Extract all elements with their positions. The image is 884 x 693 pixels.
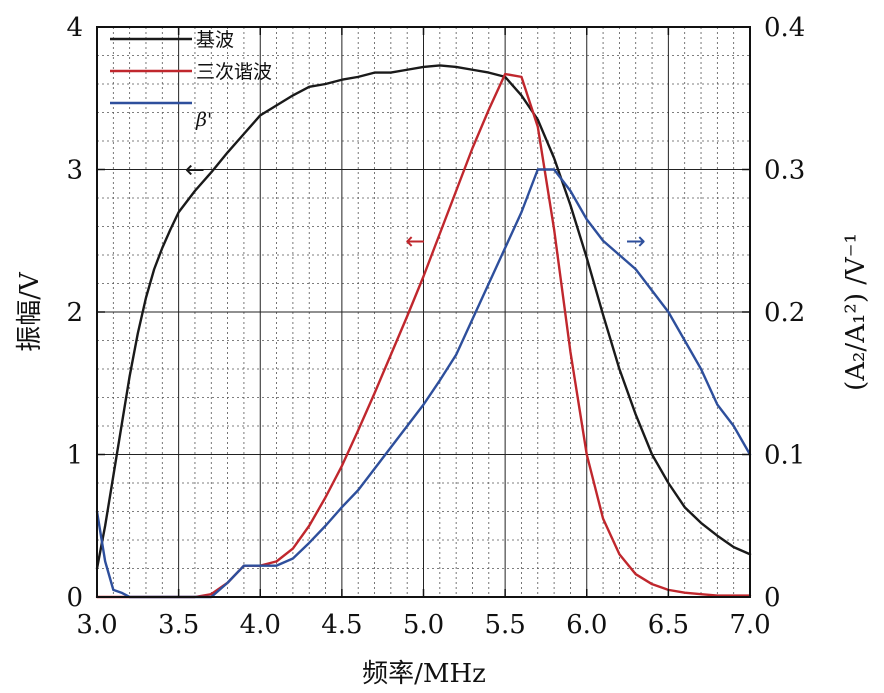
y-left-tick-labels: 0 1 2 3 4: [66, 13, 83, 613]
y-right-axis-title: (A₂/A₁²) /V⁻¹: [841, 233, 871, 391]
y-right-tick-label: 0.3: [764, 156, 805, 186]
major-grid: [97, 27, 750, 597]
legend-label-beta: β': [195, 109, 212, 131]
arrow-third-harmonic-left-axis: ←: [405, 227, 425, 255]
arrow-fundamental-left-axis: ←: [185, 156, 205, 184]
x-tick-labels: 3.0 3.5 4.0 4.5 5.0 5.5 6.0 6.5 7.0: [76, 610, 770, 640]
y-left-tick-label: 4: [66, 13, 83, 43]
series-line-fundamental: [95, 64, 752, 570]
x-tick-label: 4.0: [240, 610, 281, 640]
x-tick-label: 5.0: [403, 610, 444, 640]
y-left-tick-label: 2: [66, 298, 83, 328]
legend-label-fundamental: 基波: [196, 29, 234, 51]
y-right-tick-label: 0.4: [764, 13, 805, 43]
y-left-axis-title: 振幅/V: [15, 271, 45, 352]
x-tick-label: 3.0: [76, 610, 117, 640]
x-tick-label: 7.0: [729, 610, 770, 640]
x-axis-title: 频率/MHz: [362, 659, 486, 689]
x-tick-label: 3.5: [158, 610, 199, 640]
y-right-tick-labels: 0 0.1 0.2 0.3 0.4: [764, 13, 805, 613]
x-tick-label: 4.5: [321, 610, 362, 640]
y-left-tick-label: 0: [66, 583, 83, 613]
x-tick-label: 5.5: [484, 610, 525, 640]
y-right-tick-label: 0: [764, 583, 781, 613]
annotation-layer: ← ← →: [185, 156, 646, 255]
legend: 基波 三次谐波 β': [110, 29, 272, 131]
arrow-beta-right-axis: →: [626, 227, 646, 255]
series-line-third-harmonic: [95, 72, 752, 599]
y-right-tick-label: 0.2: [764, 298, 805, 328]
x-tick-label: 6.0: [566, 610, 607, 640]
y-left-tick-label: 3: [66, 156, 83, 186]
legend-label-third-harmonic: 三次谐波: [196, 61, 272, 83]
tick-marks: [96, 26, 751, 598]
x-tick-label: 6.5: [648, 610, 689, 640]
y-left-tick-label: 1: [66, 441, 83, 471]
y-right-tick-label: 0.1: [764, 441, 805, 471]
